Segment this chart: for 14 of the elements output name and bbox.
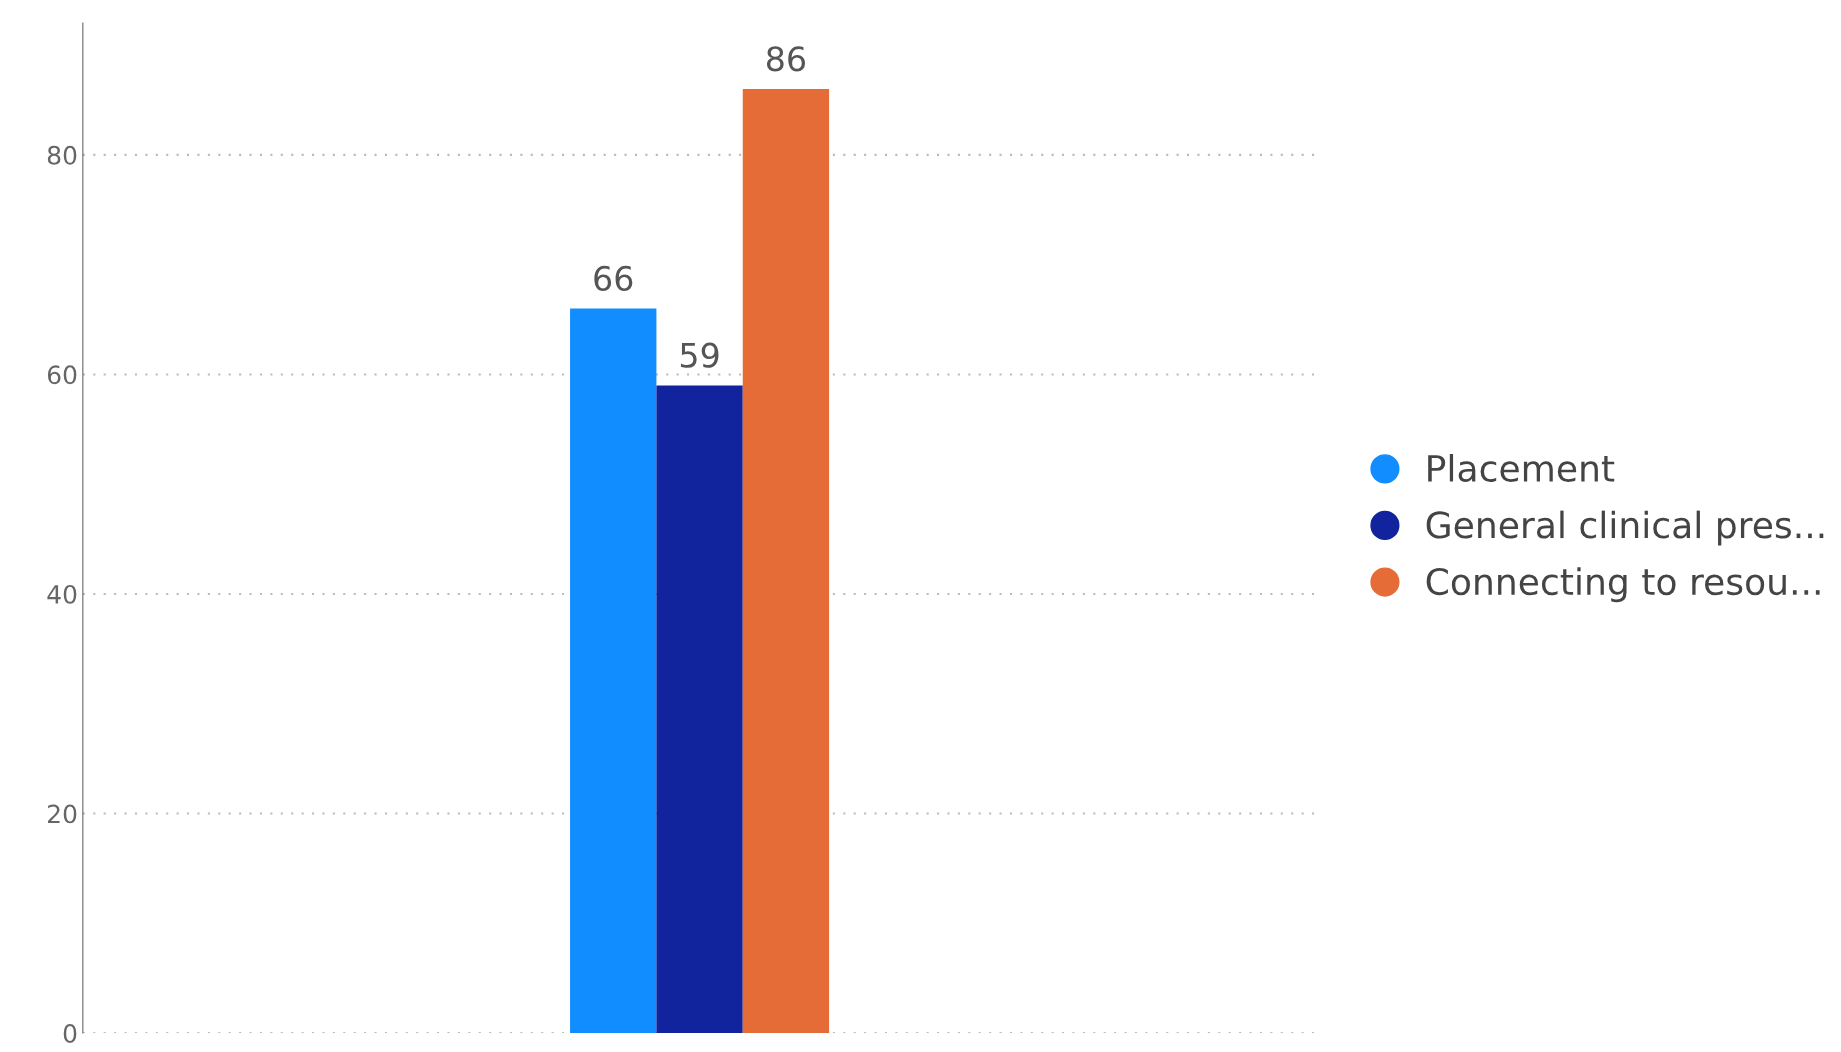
legend-label: Connecting to resou... (1426, 567, 1820, 603)
bar (742, 89, 830, 1034)
legend-label: Placement (1428, 454, 1615, 482)
data-label: 66 (594, 265, 633, 291)
y-tick-label: 0 (63, 1024, 77, 1043)
y-tick-label: 40 (47, 584, 77, 604)
data-label: 59 (680, 342, 719, 368)
y-tick-label: 60 (47, 365, 77, 385)
data-label: 86 (766, 46, 806, 72)
y-tick-label: 20 (48, 804, 77, 824)
legend-label: General clinical pres... (1426, 510, 1824, 546)
bar (570, 308, 657, 1034)
y-tick-label: 80 (47, 145, 77, 165)
bar (656, 385, 743, 1034)
